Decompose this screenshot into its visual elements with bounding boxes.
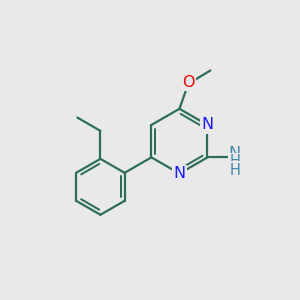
Text: N: N bbox=[229, 146, 241, 161]
Text: N: N bbox=[173, 166, 185, 181]
Text: N: N bbox=[201, 118, 214, 133]
Text: H: H bbox=[230, 154, 240, 169]
Text: H: H bbox=[230, 163, 240, 178]
Text: O: O bbox=[182, 75, 194, 90]
